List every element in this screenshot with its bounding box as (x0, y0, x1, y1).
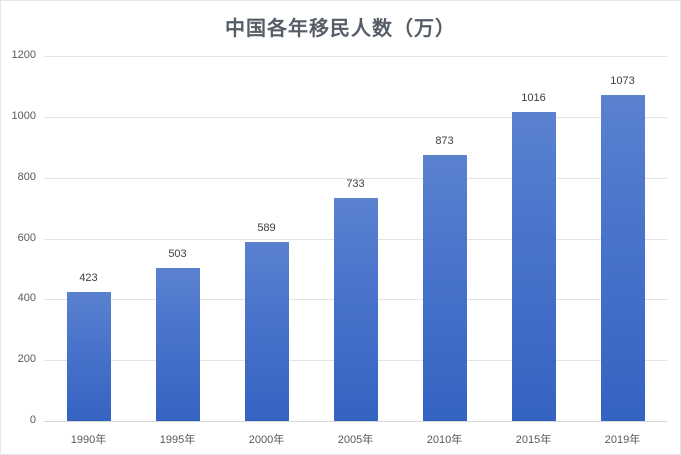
bar[interactable] (511, 111, 556, 421)
data-label: 733 (346, 178, 365, 191)
bar[interactable] (66, 292, 111, 421)
bar[interactable] (244, 241, 289, 421)
x-tick-label: 2005年 (337, 434, 374, 446)
y-tick-label: 1000 (11, 109, 36, 122)
y-tick-label: 600 (17, 231, 36, 244)
gridline (44, 177, 667, 179)
bar[interactable] (333, 198, 378, 421)
gridline (44, 421, 667, 422)
x-tick-label: 2010年 (426, 434, 463, 446)
y-tick-label: 800 (17, 170, 36, 183)
plot-area: 423 503 589 733 873 1016 1073 (44, 56, 667, 422)
data-label: 589 (257, 221, 276, 234)
y-tick-label: 200 (17, 353, 36, 366)
data-label: 873 (435, 135, 454, 148)
data-label: 1073 (610, 74, 635, 87)
x-tick-label: 1990年 (70, 434, 107, 446)
bar[interactable] (155, 268, 200, 421)
data-label: 503 (168, 248, 187, 260)
data-label: 423 (79, 272, 98, 285)
bar[interactable] (422, 155, 467, 421)
x-tick-label: 1995年 (159, 434, 196, 446)
gridline (44, 116, 667, 118)
data-label: 1016 (521, 91, 546, 104)
x-tick-label: 2015年 (515, 434, 552, 446)
gridline (44, 56, 667, 57)
x-tick-label: 2000年 (248, 434, 285, 446)
y-tick-label: 1200 (11, 49, 36, 61)
y-tick-label: 400 (17, 292, 36, 305)
bar[interactable] (600, 94, 645, 421)
x-tick-label: 2019年 (604, 434, 641, 446)
chart-title: 中国各年移民人数（万） (225, 16, 456, 40)
y-tick-label: 0 (29, 414, 36, 426)
